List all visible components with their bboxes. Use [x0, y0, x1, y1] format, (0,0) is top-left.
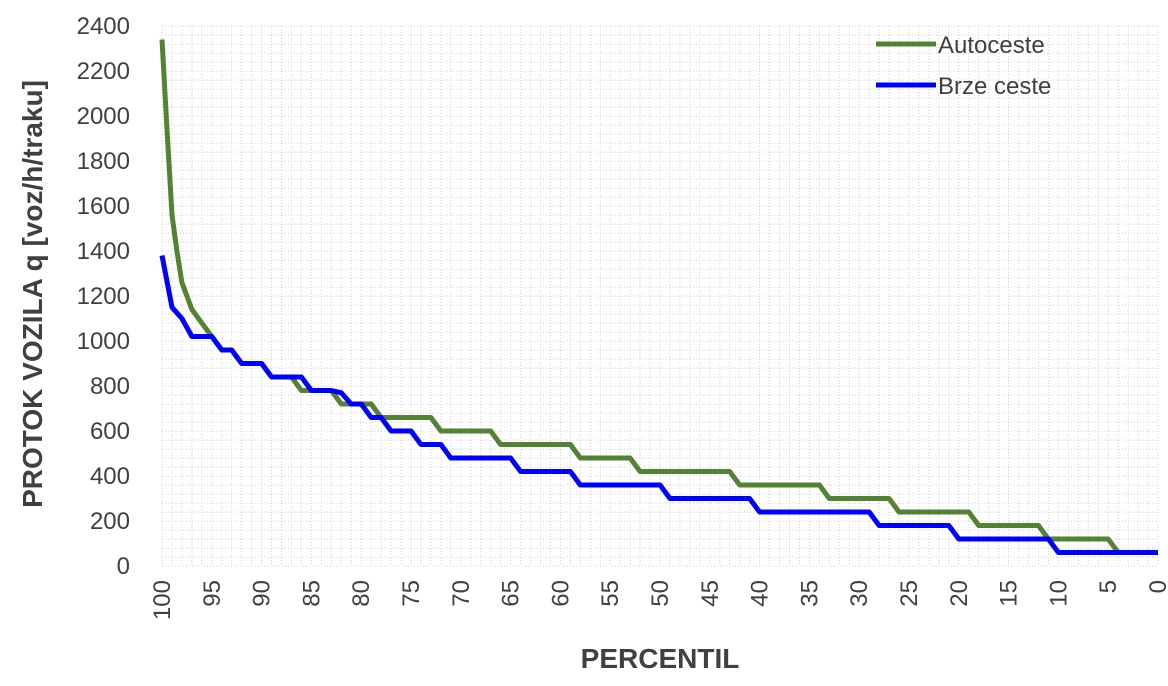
y-tick-label: 1600	[77, 193, 130, 220]
y-tick-label: 2200	[77, 58, 130, 85]
series-lines	[159, 39, 1158, 555]
y-tick-label: 200	[90, 508, 130, 535]
series-line-brze-ceste	[159, 255, 1158, 555]
y-tick-label: 600	[90, 418, 130, 445]
y-tick-label: 800	[90, 373, 130, 400]
y-tick-label: 1000	[77, 328, 130, 355]
x-tick-labels: 100 95 90 85 80 75 70 65 60 55 50 45 40 35 30 25 20 15 10 5…	[149, 580, 1168, 620]
x-tick-label: 55	[597, 580, 624, 607]
x-tick-label: 95	[199, 580, 226, 607]
x-tick-label: 90	[249, 580, 276, 607]
x-tick-label: 25	[896, 580, 923, 607]
x-tick-label: 15	[996, 580, 1023, 607]
y-tick-label: 0	[117, 553, 130, 580]
x-tick-label: 50	[647, 580, 674, 607]
x-tick-label: 75	[398, 580, 425, 607]
y-tick-label: 1800	[77, 148, 130, 175]
y-tick-label: 2400	[77, 13, 130, 40]
x-tick-label: 5	[1095, 580, 1122, 593]
grid	[161, 25, 1159, 567]
legend-label: Autoceste	[938, 32, 1045, 59]
x-tick-label: 20	[946, 580, 973, 607]
x-tick-label: 40	[747, 580, 774, 607]
legend-label: Brze ceste	[938, 73, 1051, 100]
x-tick-label: 60	[547, 580, 574, 607]
x-tick-label: 85	[298, 580, 325, 607]
x-tick-label: 10	[1045, 580, 1072, 607]
x-tick-label: 65	[498, 580, 525, 607]
series-line-autoceste	[159, 39, 1158, 555]
x-tick-label: 70	[448, 580, 475, 607]
y-tick-labels: 0 200 400 600 800 1000 1200 1400 1600 1800 2000 220…	[77, 13, 130, 580]
y-tick-label: 400	[90, 463, 130, 490]
x-tick-label: 45	[697, 580, 724, 607]
x-tick-label: 35	[796, 580, 823, 607]
legend: Autoceste Brze ceste	[876, 32, 1051, 100]
y-axis-title: PROTOK VOZILA q [voz/h/traku]	[17, 80, 48, 508]
y-tick-label: 1200	[77, 283, 130, 310]
x-tick-label: 30	[846, 580, 873, 607]
x-tick-label: 100	[149, 580, 176, 620]
x-tick-label: 80	[348, 580, 375, 607]
x-axis-title: PERCENTIL	[581, 643, 740, 674]
y-tick-label: 2000	[77, 103, 130, 130]
x-tick-label: 0	[1145, 580, 1168, 593]
y-tick-label: 1400	[77, 238, 130, 265]
